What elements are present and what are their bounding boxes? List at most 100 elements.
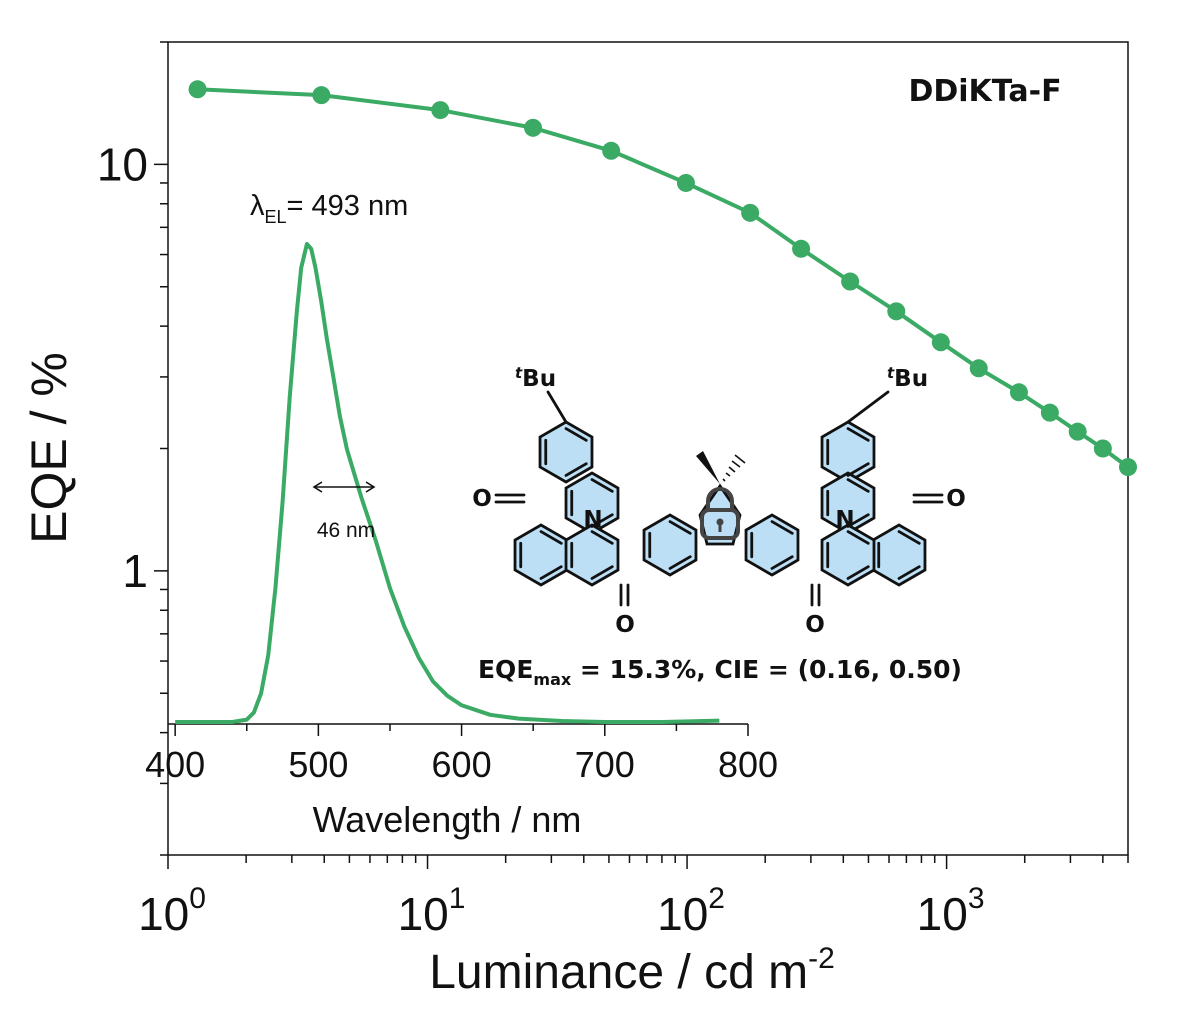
o-label-left-ketone-lower: O [615,612,635,638]
molecule-rings [513,420,927,587]
eqe-data-point [969,359,988,378]
double-bond-line [590,530,614,545]
molecule-bonds [494,390,944,607]
y-axis-label: EQE / % [21,352,77,544]
double-bond-line [590,478,614,493]
lambda-subscript: EL [265,207,287,227]
x-tick-label-base: 10 [657,888,708,940]
eqe-data-point [312,86,331,105]
n-label-right: N [835,507,854,533]
device-caption: EQEmax = 15.3%, CIE = (0.16, 0.50) [478,655,962,689]
y-tick-label: 10 [97,138,148,190]
x-tick-label-base: 10 [917,888,968,940]
double-bond-line [897,565,921,580]
eqe-data-point [792,239,811,258]
wedge-bond [696,451,720,484]
eqe-data-point [1040,403,1059,422]
molecule-structure: N N O O O O tBu tBu [472,364,966,638]
benzene-ring [744,513,800,577]
hash-bond [722,454,746,482]
x-axis-label-exponent: -2 [808,942,835,975]
eqe-data-point [887,302,906,321]
tbu-left-sup: t [515,364,523,382]
o-label-left-ketone-upper: O [472,486,492,512]
inset-axis-ticks [174,724,749,736]
double-bond-line [668,520,692,535]
eqe-data-point [524,118,543,137]
fwhm-arrow [312,481,376,493]
inset-x-tick-label: 800 [718,744,778,785]
benzene-ring [871,523,927,587]
double-bond-line [564,427,588,442]
tbu-right-text: Bu [894,366,928,392]
double-bond-line [846,427,870,442]
x-tick-label-exponent: 1 [449,882,466,915]
o-label-right-ketone-upper: O [946,486,966,512]
peak-annotation: λEL= 493 nm [250,190,408,227]
inset-x-tick-label: 400 [145,744,205,785]
o-label-right-ketone-lower: O [805,612,825,638]
inset-x-tick-label: 700 [575,744,635,785]
double-bond-line [770,555,794,570]
caption-prefix: EQE [478,655,533,684]
peak-value: = 493 nm [287,190,409,222]
x-tick-label-exponent: 0 [189,882,206,915]
double-bond-line [846,478,870,493]
eqe-data-point [676,173,695,192]
double-bond-line [846,565,870,580]
tbu-label-right: tBu [887,364,928,392]
x-tick-label: 103 [917,882,985,940]
double-bond-line [846,513,870,528]
double-bond-line [539,565,563,580]
eqe-data-point [602,141,621,160]
lambda-symbol: λ [250,190,265,222]
plot-frame [167,41,1129,856]
eqe-data-point [1009,383,1028,402]
eqe-data-point [741,203,760,222]
x-tick-label: 100 [138,882,206,940]
eqe-data-point [1093,439,1112,458]
double-bond-line [846,462,870,477]
y-tick-label: 1 [122,545,148,597]
caption-text: = 15.3%, CIE = (0.16, 0.50) [571,655,962,684]
double-bond-line [668,555,692,570]
inset-x-tick-label: 600 [432,744,492,785]
benzene-ring [820,523,876,587]
double-bond-line [846,530,870,545]
chart-title: DDiKTa-F [908,74,1061,109]
double-bond-line [770,520,794,535]
eqe-data-point [841,272,860,291]
x-tick-label-base: 10 [398,888,449,940]
tbu-right-sup: t [887,364,895,382]
caption-subscript: max [533,670,571,689]
x-tick-label-exponent: 3 [968,882,985,915]
eqe-data-point [1119,458,1137,477]
benzene-ring [513,523,569,587]
inset-x-tick-label: 500 [288,744,348,785]
n-label-left: N [583,507,602,533]
x-tick-label-exponent: 2 [708,882,725,915]
eqe-data-point [931,333,950,352]
el-spectrum-line [175,242,720,724]
main-axis-ticks [154,41,1129,869]
inset-x-axis-label: Wavelength / nm [313,799,582,840]
x-tick-label: 102 [657,882,725,940]
eqe-data-point [1068,422,1087,441]
double-bond-line [564,462,588,477]
x-tick-label: 101 [398,882,466,940]
single-bond [546,390,568,424]
eqe-series-points [188,80,1137,477]
benzene-ring [564,523,620,587]
double-bond-line [590,565,614,580]
fwhm-label: 46 nm [317,519,375,542]
x-tick-label-base: 10 [138,888,189,940]
double-bond-line [590,513,614,528]
double-bond-line [539,530,563,545]
x-axis-label: Luminance / cd m-2 [429,942,835,999]
single-bond [846,390,890,424]
lock-icon [700,487,740,540]
inset-axis-tick-labels: 400 500 600 700 800 [145,744,778,785]
tbu-label-left: tBu [515,364,556,392]
